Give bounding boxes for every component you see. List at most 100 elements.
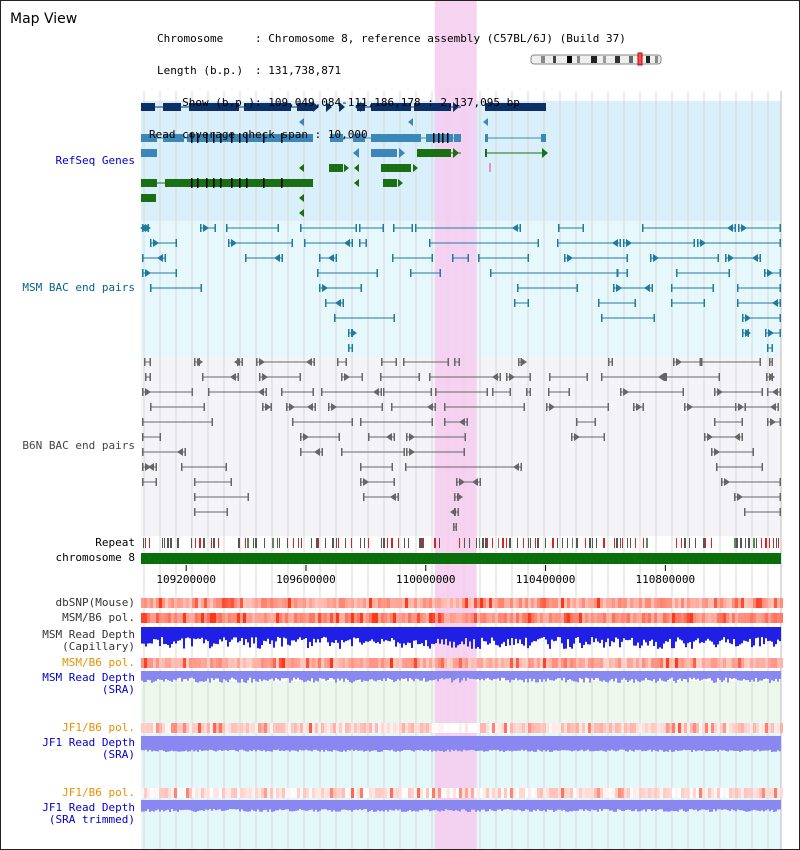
depth-bar: [747, 736, 749, 751]
depth-bar: [547, 736, 549, 751]
track-label-jf1-depth-trimmed[interactable]: JF1 Read Depth (SRA trimmed): [1, 802, 135, 826]
heat-cell: [708, 613, 711, 623]
depth-bar: [483, 671, 485, 681]
track-label-dbsnp[interactable]: dbSNP(Mouse): [55, 596, 135, 609]
repeat-element: [318, 538, 319, 548]
depth-bar: [453, 671, 455, 681]
heat-cell: [765, 658, 768, 668]
depth-bar: [491, 671, 493, 681]
heat-cell: [153, 788, 156, 798]
depth-bar: [743, 736, 745, 751]
heat-cell: [225, 658, 228, 668]
heat-cell: [735, 598, 738, 608]
depth-bar: [303, 671, 305, 683]
heat-cell: [426, 658, 429, 668]
heat-cell: [501, 613, 504, 623]
depth-bar: [307, 627, 309, 649]
heat-cell: [621, 788, 624, 798]
track-label-repeat[interactable]: Repeat: [95, 536, 135, 549]
heat-cell: [480, 788, 483, 798]
heat-cell: [690, 788, 693, 798]
heat-cell: [162, 658, 165, 668]
heat-cell: [303, 613, 306, 623]
bac-end-arrow: [623, 388, 629, 396]
heat-cell: [282, 788, 285, 798]
track-label-refseq[interactable]: RefSeq Genes: [55, 154, 135, 167]
track-label-msm-depth-capillary[interactable]: MSM Read Depth (Capillary): [1, 629, 135, 653]
bac-end: [405, 463, 407, 471]
heat-cell: [177, 788, 180, 798]
heat-cell: [510, 788, 513, 798]
depth-bar: [169, 671, 171, 681]
depth-bar: [723, 736, 725, 751]
depth-bar: [165, 671, 167, 680]
track-label-jf1-b6-pol-2[interactable]: JF1/B6 pol.: [62, 786, 135, 799]
heat-cell: [489, 613, 492, 623]
bac-end-arrow: [676, 358, 682, 366]
heat-cell: [213, 598, 216, 608]
depth-bar: [471, 736, 473, 750]
bac-end: [499, 373, 501, 381]
heat-cell: [519, 598, 522, 608]
depth-bar: [315, 627, 317, 643]
heat-cell: [300, 598, 303, 608]
heat-cell: [477, 613, 480, 623]
bac-end: [529, 373, 531, 381]
depth-bar: [403, 671, 405, 680]
heat-cell: [183, 723, 186, 733]
heat-cell: [375, 723, 378, 733]
heat-cell: [732, 723, 735, 733]
depth-bar: [439, 736, 441, 752]
bac-end: [155, 463, 157, 471]
depth-bar: [399, 800, 401, 810]
depth-bar: [701, 671, 703, 680]
depth-bar: [159, 800, 161, 812]
heat-cell: [471, 788, 474, 798]
bac-end: [200, 224, 202, 232]
depth-bar: [257, 736, 259, 750]
bac-end: [642, 403, 644, 411]
track-label-msm-depth-sra[interactable]: MSM Read Depth (SRA): [1, 672, 135, 696]
track-label-msm-b6-pol[interactable]: MSM/B6 pol.: [62, 611, 135, 624]
heat-cell: [330, 658, 333, 668]
depth-bar: [357, 736, 359, 751]
depth-bar: [291, 800, 293, 812]
bac-end: [767, 344, 769, 352]
heat-cell: [738, 658, 741, 668]
track-label-jf1-b6-pol[interactable]: JF1/B6 pol.: [62, 721, 135, 734]
depth-bar: [463, 627, 465, 645]
heat-cell: [657, 788, 660, 798]
msm-depth-sra-track: [141, 671, 781, 683]
depth-bar: [439, 800, 441, 812]
track-label-b6n-bac[interactable]: B6N BAC end pairs: [22, 439, 135, 452]
heat-cell: [159, 723, 162, 733]
heat-cell: [354, 723, 357, 733]
heat-cell: [423, 788, 426, 798]
depth-bar: [467, 627, 469, 647]
depth-bar: [553, 736, 555, 751]
heat-cell: [372, 723, 375, 733]
depth-bar: [249, 671, 251, 678]
track-label-msm-bac[interactable]: MSM BAC end pairs: [22, 281, 135, 294]
heat-cell: [570, 613, 573, 623]
depth-bar: [725, 736, 727, 751]
heat-cell: [693, 723, 696, 733]
heat-cell: [183, 613, 186, 623]
depth-bar: [581, 627, 583, 649]
heat-cell: [684, 723, 687, 733]
heat-cell: [696, 598, 699, 608]
heat-cell: [339, 613, 342, 623]
bac-end-arrow: [303, 433, 309, 441]
depth-bar: [565, 671, 567, 683]
track-label-chromosome[interactable]: chromosome 8: [55, 551, 135, 564]
track-label-msm-b6-pol-orange[interactable]: MSM/B6 pol.: [62, 656, 135, 669]
depth-bar: [439, 671, 441, 680]
repeat-element: [253, 538, 254, 548]
track-label-jf1-depth[interactable]: JF1 Read Depth (SRA): [1, 737, 135, 761]
bac-end: [737, 299, 739, 307]
heat-cell: [171, 613, 174, 623]
depth-bar: [455, 800, 457, 811]
repeat-element: [145, 538, 146, 548]
depth-bar: [635, 800, 637, 810]
heat-cell: [777, 598, 780, 608]
